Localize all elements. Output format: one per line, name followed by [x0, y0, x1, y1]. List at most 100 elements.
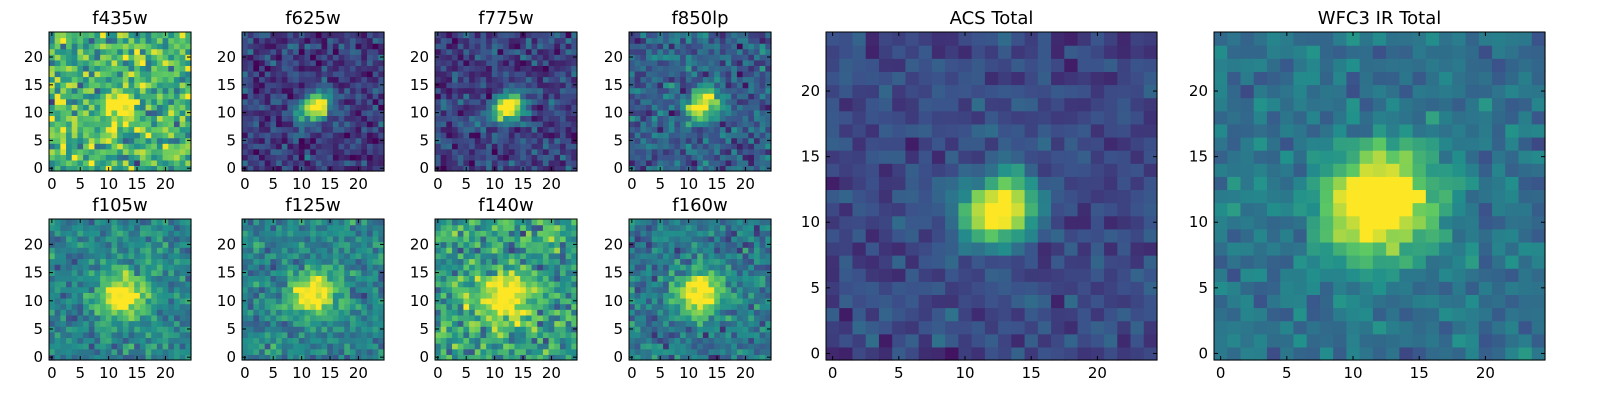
- heatmap-cell: [525, 252, 533, 260]
- heatmap-cell: [446, 286, 453, 293]
- heatmap-cell: [83, 281, 90, 288]
- heatmap-cell: [349, 48, 357, 55]
- heatmap-cell: [435, 98, 442, 105]
- heatmap-cell: [83, 230, 90, 237]
- heatmap-cell: [634, 314, 641, 322]
- heatmap-cell: [685, 48, 693, 55]
- y-tick-label: 0: [33, 159, 43, 177]
- heatmap-cell: [310, 115, 317, 122]
- heatmap-cell: [435, 230, 442, 237]
- heatmap-cell: [162, 159, 169, 167]
- heatmap-cell: [753, 98, 761, 105]
- heatmap-cell: [640, 159, 647, 167]
- heatmap-cell: [714, 343, 721, 350]
- heatmap-cell: [304, 82, 311, 89]
- heatmap-cell: [748, 65, 755, 72]
- heatmap-cell: [71, 292, 78, 299]
- heatmap-cell: [640, 43, 647, 50]
- heatmap-cell: [702, 104, 710, 111]
- heatmap-cell: [111, 154, 118, 161]
- heatmap-cell: [287, 165, 294, 172]
- heatmap-cell: [497, 76, 504, 83]
- heatmap-cell: [139, 275, 147, 282]
- heatmap-cell: [508, 87, 516, 94]
- heatmap-cell: [765, 337, 772, 344]
- heatmap-cell: [162, 65, 169, 72]
- heatmap-cell: [663, 154, 670, 161]
- heatmap-cell: [94, 337, 101, 344]
- heatmap-cell: [139, 159, 147, 167]
- heatmap-cell: [332, 297, 340, 305]
- heatmap-cell: [634, 143, 641, 150]
- heatmap-cell: [315, 165, 323, 172]
- heatmap-cell: [680, 70, 687, 78]
- heatmap-cell: [474, 219, 482, 226]
- heatmap-cell: [446, 76, 453, 83]
- heatmap-cell: [71, 109, 78, 116]
- heatmap-cell: [463, 230, 470, 237]
- heatmap-cell: [542, 104, 550, 111]
- heatmap-cell: [139, 269, 147, 276]
- heatmap-cell: [105, 137, 113, 144]
- heatmap-cell: [327, 120, 334, 128]
- heatmap-cell: [315, 303, 323, 310]
- heatmap-cell: [559, 247, 567, 254]
- heatmap-cell: [179, 235, 186, 243]
- heatmap-cell: [674, 348, 681, 355]
- heatmap-cell: [742, 82, 749, 89]
- heatmap-cell: [463, 87, 470, 94]
- heatmap-cell: [105, 82, 113, 89]
- heatmap-cell: [287, 154, 294, 161]
- heatmap-cell: [327, 292, 334, 299]
- heatmap-cell: [702, 59, 710, 66]
- heatmap-cell: [71, 337, 78, 344]
- heatmap-cell: [310, 331, 317, 339]
- heatmap-cell: [94, 275, 101, 282]
- heatmap-cell: [366, 143, 374, 150]
- heatmap-cell: [327, 309, 334, 316]
- heatmap-cell: [548, 264, 555, 271]
- heatmap-cell: [702, 331, 710, 339]
- heatmap-cell: [719, 337, 727, 344]
- heatmap-cell: [60, 224, 67, 231]
- heatmap-cell: [497, 132, 504, 139]
- heatmap-cell: [674, 82, 681, 89]
- heatmap-cell: [474, 32, 482, 39]
- heatmap-cell: [748, 120, 755, 128]
- heatmap-cell: [708, 48, 715, 55]
- heatmap-cell: [338, 326, 345, 333]
- heatmap-cell: [503, 143, 510, 150]
- heatmap-cell: [145, 104, 152, 111]
- heatmap-cell: [714, 109, 721, 116]
- heatmap-cell: [88, 320, 96, 327]
- heatmap-cell: [554, 292, 561, 299]
- heatmap-cell: [139, 115, 147, 122]
- heatmap-cell: [168, 326, 175, 333]
- heatmap-cell: [242, 303, 249, 310]
- heatmap-cell: [514, 148, 521, 155]
- heatmap-cell: [497, 154, 504, 161]
- heatmap-cell: [259, 43, 266, 50]
- heatmap-cell: [77, 230, 84, 237]
- heatmap-cell: [117, 109, 124, 116]
- heatmap-cell: [179, 303, 186, 310]
- heatmap-cell: [361, 154, 368, 161]
- heatmap-cell: [531, 320, 538, 327]
- heatmap-cell: [77, 65, 84, 72]
- heatmap-cell: [100, 98, 107, 105]
- heatmap-cell: [338, 132, 345, 139]
- heatmap-cell: [463, 37, 470, 44]
- heatmap-cell: [731, 59, 738, 66]
- heatmap-cell: [680, 281, 687, 288]
- heatmap-cell: [634, 343, 641, 350]
- heatmap-cell: [94, 224, 101, 231]
- heatmap-cell: [525, 292, 533, 299]
- heatmap-cell: [315, 219, 323, 226]
- heatmap-cell: [66, 354, 73, 361]
- heatmap-cell: [366, 235, 374, 243]
- heatmap-cell: [315, 337, 323, 344]
- heatmap-cell: [554, 264, 561, 271]
- heatmap-cell: [629, 115, 636, 122]
- heatmap-cell: [378, 309, 385, 316]
- heatmap-cell: [304, 48, 311, 55]
